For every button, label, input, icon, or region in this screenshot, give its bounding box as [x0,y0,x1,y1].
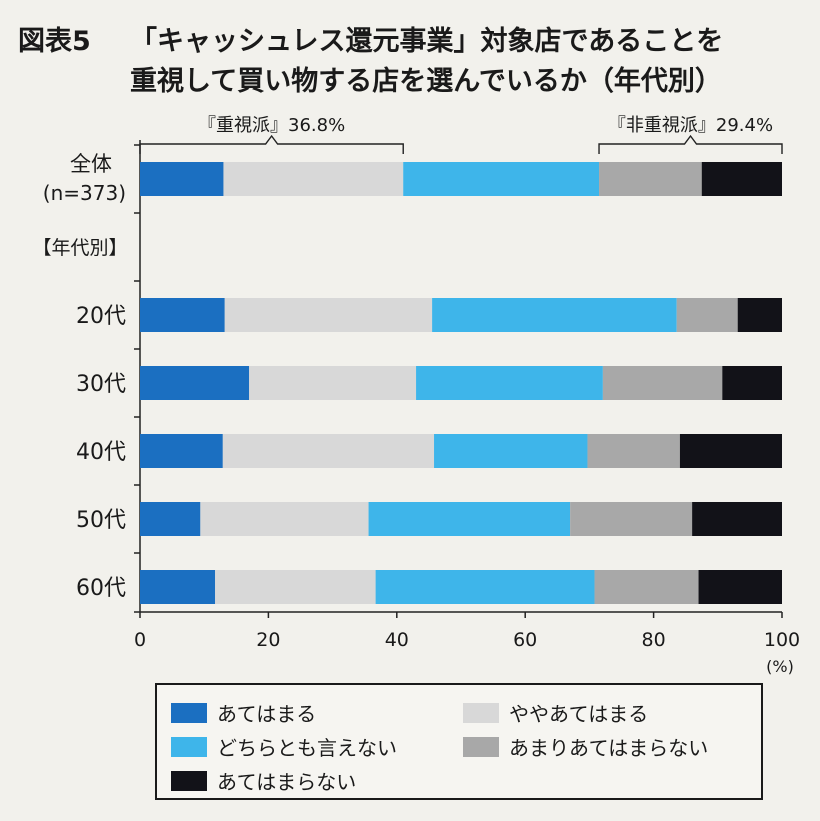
bar-2-1 [249,366,417,400]
bar-5-1 [215,570,376,604]
bar-4-2 [368,502,571,536]
legend: あてはまる ややあてはまるどちらとも言えない あまりあてはまらないあてはまらない [155,683,763,800]
bar-4-1 [200,502,369,536]
category-note-0: (n=373) [43,181,126,205]
bar-3-0 [140,434,223,468]
bar-4-0 [140,502,201,536]
bracket-0 [139,134,404,154]
bar-4-4 [692,502,782,536]
category-label-4: 50代 [76,508,126,533]
legend-swatch-1 [463,702,499,723]
category-label-3: 40代 [76,440,126,465]
title-line-2: 重視して買い物する店を選んでいるか（年代別） [18,62,808,102]
category-label-2: 30代 [76,372,126,397]
legend-label-1: ややあてはまる [509,702,649,726]
legend-label-2: どちらとも言えない [217,736,397,760]
bar-1-3 [676,298,738,332]
bar-5-4 [698,570,782,604]
bar-3-3 [587,434,680,468]
legend-label-4: あてはまらない [217,770,357,794]
title-text-1: 「キャッシュレス還元事業」対象店であることを [130,26,724,57]
stacked-bar-chart: 0 20 40 60 80 100 (%) 全体 (n=373) 20代 30代 40代 50代 60代 【… [32,115,800,676]
title-text-2: 重視して買い物する店を選んでいるか（年代別） [130,66,722,97]
bar-0-4 [701,162,782,196]
bracket-1 [598,134,783,154]
bracket-label-1: 『非重視派』29.4% [608,115,773,136]
category-label-0: 全体 [70,152,112,176]
legend-swatch-0 [171,702,207,723]
bracket-label-0: 『重視派』36.8% [198,115,345,136]
bar-0-0 [140,162,224,196]
bar-5-2 [375,570,595,604]
bar-3-4 [679,434,782,468]
x-tick-label-1: 20 [256,629,280,651]
bar-2-3 [602,366,723,400]
bar-5-3 [594,570,699,604]
legend-item-4: あてはまらない [171,766,356,795]
bar-3-1 [222,434,435,468]
x-tick-label-0: 0 [134,629,146,651]
title-line-1: 図表5 「キャッシュレス還元事業」対象店であることを [18,22,808,62]
bar-2-0 [140,366,250,400]
bar-1-0 [140,298,225,332]
category-label-1: 20代 [76,304,126,329]
x-tick-label-4: 80 [642,629,666,651]
bar-0-3 [599,162,702,196]
bar-5-0 [140,570,216,604]
legend-item-2: どちらとも言えない [171,732,397,761]
legend-item-1: ややあてはまる [463,698,648,727]
bar-1-2 [432,298,677,332]
bar-4-3 [570,502,693,536]
bar-1-1 [224,298,433,332]
legend-label-3: あまりあてはまらない [509,736,709,760]
category-label-5: 60代 [76,576,126,601]
bar-1-4 [737,298,782,332]
bar-0-1 [223,162,404,196]
legend-item-3: あまりあてはまらない [463,732,708,761]
legend-swatch-4 [171,770,207,791]
group-label: 【年代別】 [32,237,127,259]
legend-item-0: あてはまる [171,698,316,727]
bar-0-2 [403,162,600,196]
figure-label: 図表5 [18,26,91,57]
legend-swatch-2 [171,736,207,757]
x-tick-label-3: 60 [513,629,537,651]
x-axis-unit: (%) [766,657,794,676]
bar-2-2 [416,366,603,400]
x-tick-label-5: 100 [764,629,800,651]
chart-title: 図表5 「キャッシュレス還元事業」対象店であることを 重視して買い物する店を選ん… [18,22,808,102]
legend-label-0: あてはまる [217,702,317,726]
bar-3-2 [434,434,588,468]
bar-2-4 [722,366,782,400]
x-tick-label-2: 40 [385,629,409,651]
legend-swatch-3 [463,736,499,757]
